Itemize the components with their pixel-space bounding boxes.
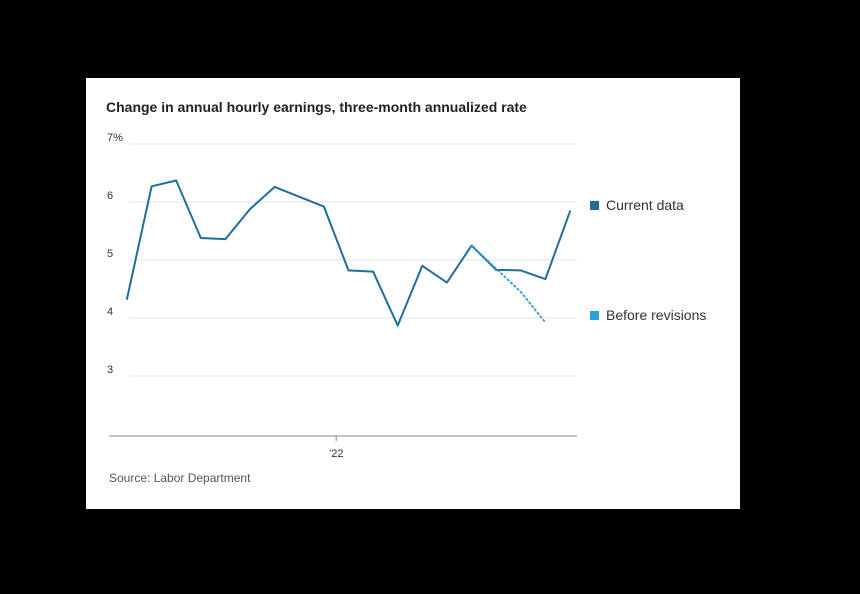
series-line-0 <box>126 179 571 327</box>
y-tick-label-4: 4 <box>107 306 113 318</box>
x-tick-label: ’22 <box>329 448 344 460</box>
legend-label-1: Before revisions <box>606 307 706 323</box>
chart-title: Change in annual hourly earnings, three-… <box>106 99 527 115</box>
legend-swatch-1 <box>590 311 599 320</box>
y-tick-label-5: 5 <box>107 248 113 260</box>
source-note: Source: Labor Department <box>109 471 251 485</box>
legend-swatch-0 <box>590 201 599 210</box>
y-tick-label-3: 3 <box>107 364 113 376</box>
y-tick-label-7: 7% <box>107 132 123 144</box>
chart-plot-area: 7% 6 5 4 3 ’22 Current data Before revisions <box>107 132 706 460</box>
chart-card: Change in annual hourly earnings, three-… <box>86 78 740 509</box>
y-tick-label-6: 6 <box>107 190 113 202</box>
legend-label-0: Current data <box>606 197 684 213</box>
series-line-1 <box>470 244 547 324</box>
